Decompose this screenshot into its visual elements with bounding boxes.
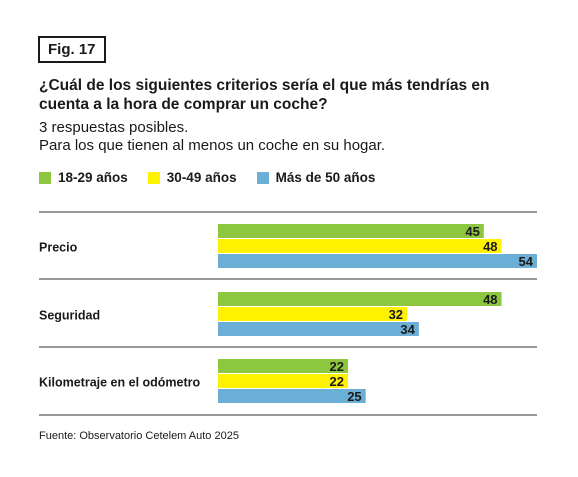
legend-label-18-29: 18-29 años (58, 170, 128, 185)
bar (218, 254, 537, 268)
legend-swatch-50-plus (256, 171, 269, 184)
legend-swatch-30-49 (147, 171, 160, 184)
category-label: Kilometraje en el odómetro (39, 376, 201, 390)
data-label: 48 (483, 239, 497, 254)
bar (218, 307, 408, 321)
legend-label-50-plus: Más de 50 años (275, 170, 376, 185)
data-label: 32 (389, 307, 403, 322)
data-label: 25 (347, 389, 361, 404)
data-label: 34 (400, 322, 415, 337)
category-label: Seguridad (39, 309, 100, 323)
legend-item-18-29: 18-29 años (39, 170, 128, 185)
category-label: Precio (39, 241, 78, 255)
bar (218, 389, 366, 403)
bar (218, 239, 502, 253)
fig-badge: Fig. 17 (38, 36, 106, 63)
bar (218, 359, 348, 373)
legend: 18-29 años 30-49 años Más de 50 años (39, 170, 375, 185)
chart-title: ¿Cuál de los siguientes criterios sería … (39, 77, 490, 113)
bar (218, 224, 484, 238)
legend-swatch-18-29 (39, 171, 51, 184)
legend-item-30-49: 30-49 años (147, 170, 237, 185)
legend-label-30-49: 30-49 años (166, 170, 237, 185)
source-note: Fuente: Observatorio Cetelem Auto 2025 (39, 430, 239, 442)
chart-subtitle-2: Para los que tienen al menos un coche en… (39, 137, 386, 154)
data-label: 22 (329, 374, 343, 389)
data-label: 48 (483, 292, 497, 307)
data-label: 45 (465, 224, 479, 239)
chart-subtitle-1: 3 respuestas posibles. (39, 119, 189, 136)
data-label: 54 (519, 254, 534, 269)
legend-item-50-plus: Más de 50 años (256, 170, 376, 185)
bar (218, 292, 502, 306)
bar (218, 322, 419, 336)
bar (218, 374, 348, 388)
data-label: 22 (329, 359, 343, 374)
